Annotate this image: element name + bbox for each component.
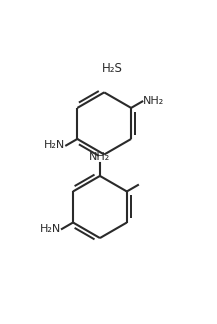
Text: H₂N: H₂N — [39, 224, 61, 234]
Text: H₂S: H₂S — [102, 62, 123, 75]
Text: NH₂: NH₂ — [89, 152, 110, 162]
Text: H₂N: H₂N — [44, 140, 65, 150]
Text: NH₂: NH₂ — [143, 97, 164, 107]
